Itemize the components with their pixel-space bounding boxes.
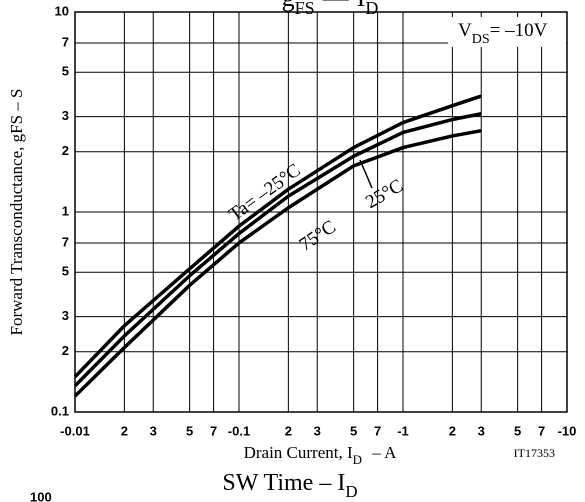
x-tick-label: 2 [449,423,456,438]
x-tick-label: -1 [397,423,409,438]
series-line [73,112,482,388]
x-tick-label: -0.1 [228,423,250,438]
condition-v: V [458,20,472,41]
x-tick-label: 5 [514,423,521,438]
condition-value: = –10V [490,20,548,41]
figure-code: IT17353 [514,446,555,460]
x-tick-label: 5 [350,423,357,438]
x-label-sub: D [353,452,362,467]
x-tick-label: 2 [121,423,128,438]
title-sub: FS [295,0,315,18]
x-tick-label: 3 [314,423,321,438]
condition-sub: DS [472,32,490,47]
y-tick-label: 1 [62,203,69,218]
series-line [73,128,482,398]
title-var: I [357,0,366,12]
chart-title: gFS — ID [282,0,379,18]
y-tick-label: 3 [62,308,69,323]
y-axis-label: Forward Transconductance, gFS – S [7,89,26,336]
x-tick-label: 3 [150,423,157,438]
next-chart-tick: 100 [30,489,52,502]
next-title-sub: D [345,482,357,501]
next-title-var: I [337,470,345,496]
annotation-leader [359,159,373,189]
y-tick-label: 2 [62,343,69,358]
plot-frame [74,11,568,413]
next-title-main: SW Time – [222,470,337,496]
title-main: g [282,0,295,12]
title-var-sub: D [365,0,378,18]
x-tick-label: 7 [210,423,217,438]
y-tick-label: 0.1 [51,403,69,418]
x-tick-label: -10 [558,423,577,438]
y-tick-label: 7 [62,34,69,49]
series-line [73,94,482,378]
x-tick-label: 7 [374,423,381,438]
x-tick-label: 7 [538,423,545,438]
next-chart-title: SW Time – ID [222,470,357,502]
x-tick-label: 5 [186,423,193,438]
x-label-unit: – A [368,443,397,462]
y-tick-label: 10 [55,3,69,18]
condition-box [448,17,566,47]
x-axis-label: Drain Current, ID – A [244,443,398,468]
y-tick-label: 5 [62,264,69,279]
x-tick-label: 3 [478,423,485,438]
y-tick-label: 2 [62,143,69,158]
y-tick-label: 7 [62,234,69,249]
x-tick-label: -0.01 [60,423,90,438]
condition: VDS= –10V [458,20,548,46]
y-tick-label: 3 [62,108,69,123]
y-tick-label: 5 [62,64,69,79]
x-label-main: Drain Current, I [244,443,353,462]
title-dash: — [322,0,350,12]
x-tick-label: 2 [285,423,292,438]
